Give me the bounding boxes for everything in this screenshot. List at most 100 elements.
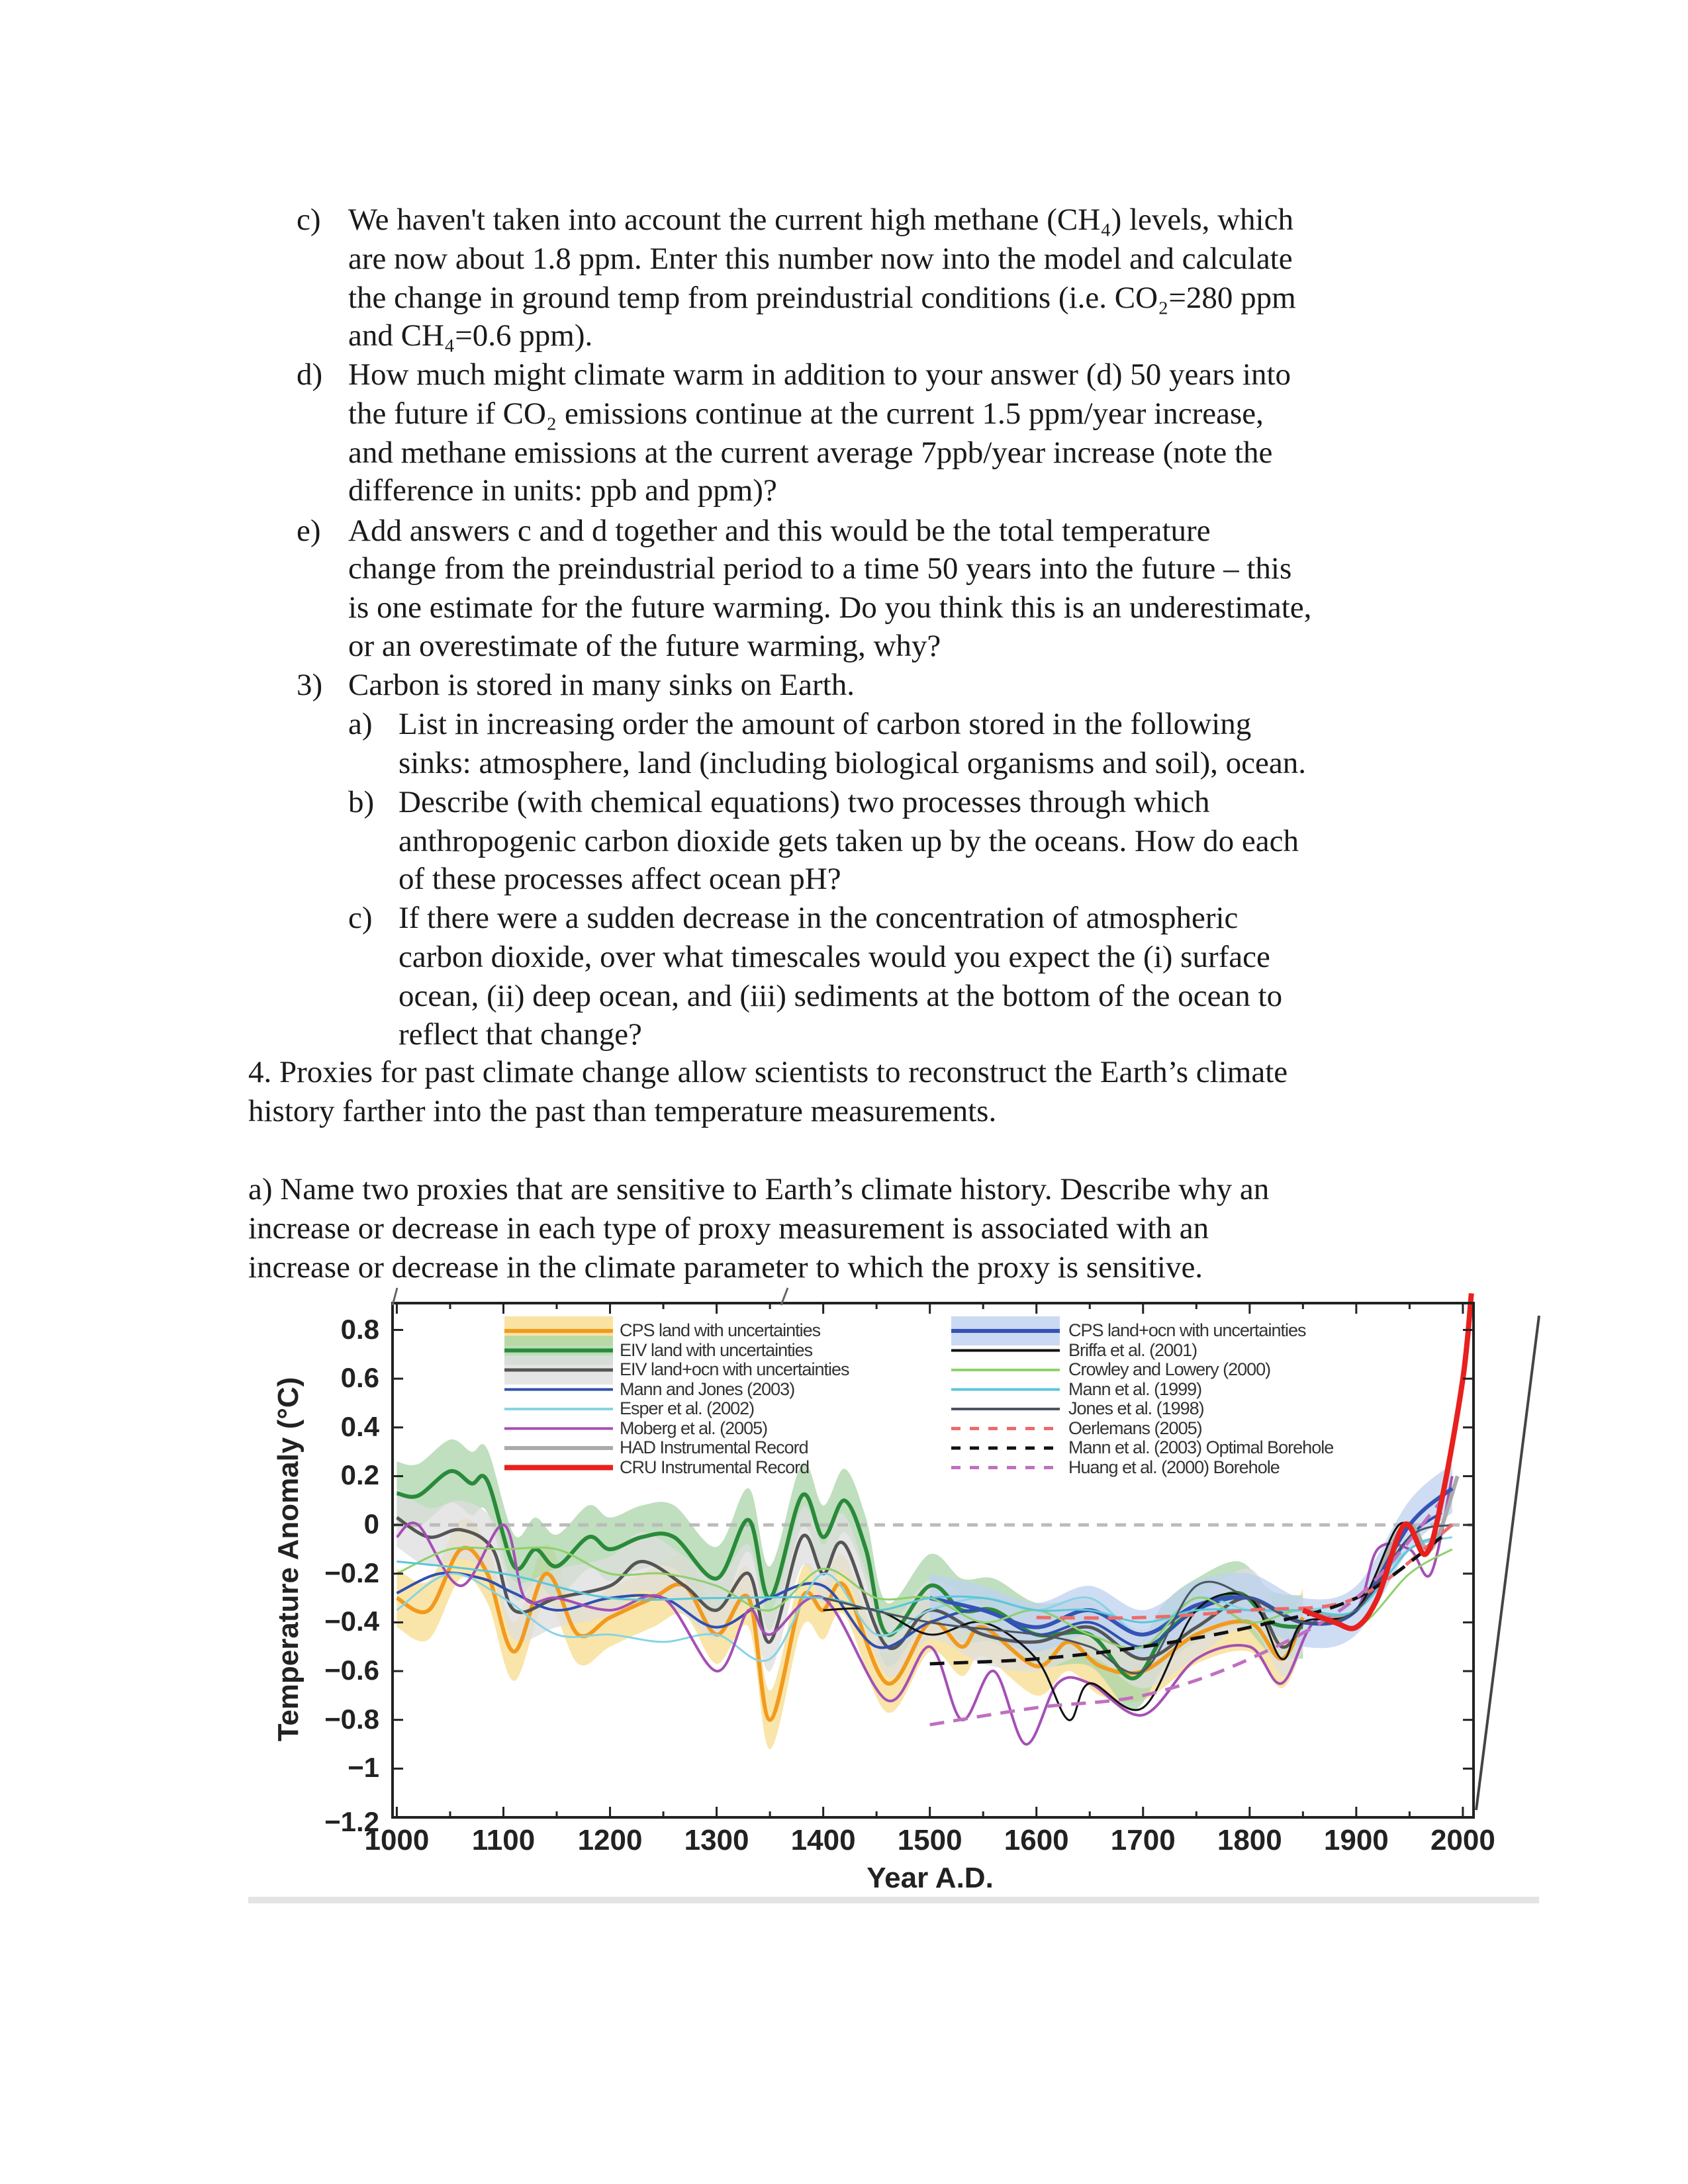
- series-line-5: [396, 1476, 1454, 1746]
- x-tick-label: 1800: [1217, 1824, 1282, 1856]
- y-tick-label: −1.2: [324, 1806, 379, 1837]
- series-line-1: [396, 1469, 1303, 1681]
- series-line-9: [823, 1522, 1421, 1721]
- legend-entry: Crowley and Lowery (2000): [1068, 1359, 1271, 1379]
- text-line: the change in ground temp from preindust…: [348, 281, 1296, 315]
- text-line: If there were a sudden decrease in the c…: [399, 901, 1239, 935]
- series-line-12: [823, 1524, 1453, 1674]
- text-line: sinks: atmosphere, land (including biolo…: [399, 746, 1307, 780]
- text-line: a) Name two proxies that are sensitive t…: [248, 1172, 1270, 1206]
- series-line-0: [395, 1545, 1305, 1722]
- series-line-10: [396, 1546, 1453, 1650]
- y-tick-label: 0.8: [340, 1313, 379, 1345]
- series-line-15: [929, 1499, 1443, 1727]
- y-tick-label: −1: [348, 1752, 379, 1784]
- legend-entry: Jones et al. (1998): [1068, 1398, 1205, 1418]
- item-label: d): [297, 357, 323, 392]
- legend-entry: Mann et al. (2003) Optimal Borehole: [1068, 1437, 1334, 1457]
- text-line: the future if CO₂ emissions continue at …: [348, 396, 1264, 431]
- uncertainty-band-0: [397, 1518, 1303, 1749]
- plot-background: [393, 1303, 1474, 1817]
- text-line: increase or decrease in the climate para…: [248, 1250, 1203, 1285]
- legend-entry: HAD Instrumental Record: [620, 1437, 809, 1457]
- series-line-2: [396, 1516, 1305, 1661]
- legend-entry: Mann and Jones (2003): [620, 1379, 795, 1399]
- text-line: How much might climate warm in addition …: [348, 357, 1291, 392]
- text-line: carbon dioxide, over what timescales wou…: [399, 940, 1270, 974]
- uncertainty-band-1: [397, 1439, 1303, 1710]
- text-line: of these processes affect ocean pH?: [399, 862, 841, 896]
- text-line: are now about 1.8 ppm. Enter this number…: [348, 242, 1293, 276]
- text-line: difference in units: ppb and ppm)?: [348, 473, 777, 508]
- item-label: c): [297, 203, 321, 237]
- item-label: e): [297, 514, 321, 548]
- text-line: Describe (with chemical equations) two p…: [399, 785, 1210, 819]
- legend-entry: Huang et al. (2000) Borehole: [1068, 1457, 1280, 1477]
- legend-band-swatch: [951, 1316, 1060, 1345]
- series-line-14: [929, 1535, 1443, 1666]
- legend-entry: CRU Instrumental Record: [620, 1457, 810, 1477]
- scan-mark: [780, 1287, 789, 1306]
- text-line: ocean, (ii) deep ocean, and (iii) sedime…: [399, 979, 1283, 1013]
- y-axis-title: Temperature Anomaly (°C): [272, 1377, 305, 1742]
- text-line: 4. Proxies for past climate change allow…: [248, 1055, 1288, 1089]
- scan-mark: [391, 1287, 399, 1306]
- text-line: is one estimate for the future warming. …: [348, 590, 1312, 625]
- y-tick-label: 0.4: [340, 1410, 379, 1442]
- legend-entry: EIV land with uncertainties: [620, 1340, 813, 1360]
- y-tick-label: 0.6: [340, 1362, 379, 1394]
- x-tick-label: 1200: [577, 1824, 643, 1856]
- y-tick-label: −0.8: [324, 1703, 379, 1735]
- text-line: anthropogenic carbon dioxide gets taken …: [399, 824, 1299, 858]
- series-line-8: [929, 1486, 1454, 1637]
- uncertainty-band-8: [929, 1464, 1452, 1659]
- text-line: Add answers c and d together and this wo…: [348, 514, 1211, 548]
- x-axis-title: Year A.D.: [867, 1862, 994, 1894]
- legend-entry: Mann et al. (1999): [1068, 1379, 1202, 1399]
- item-label: b): [348, 785, 375, 819]
- x-tick-label: 1100: [471, 1824, 536, 1856]
- legend-band-swatch: [504, 1316, 613, 1345]
- legend-entry: Esper et al. (2002): [620, 1398, 755, 1418]
- plot-frame: [391, 1302, 1475, 1819]
- item-label: 3): [297, 668, 323, 702]
- x-tick-label: 1500: [897, 1824, 962, 1856]
- series-line-11: [397, 1536, 1442, 1623]
- legend-entry: EIV land+ocn with uncertainties: [620, 1359, 849, 1379]
- scan-edge-line: [1475, 1315, 1540, 1811]
- text-line: reflect that change?: [399, 1017, 642, 1052]
- item-label: a): [348, 707, 373, 741]
- legend-entry: CPS land with uncertainties: [620, 1320, 821, 1340]
- x-tick-label: 2000: [1430, 1824, 1495, 1856]
- text-line: change from the preindustrial period to …: [348, 551, 1292, 586]
- x-tick-label: 1600: [1004, 1824, 1069, 1856]
- text-line: List in increasing order the amount of c…: [399, 707, 1252, 741]
- text-line: Carbon is stored in many sinks on Earth.: [348, 668, 855, 702]
- text-line: and methane emissions at the current ave…: [348, 435, 1273, 470]
- y-tick-label: −0.4: [324, 1606, 379, 1637]
- x-tick-label: 1700: [1110, 1824, 1176, 1856]
- text-line: history farther into the past than tempe…: [248, 1094, 997, 1128]
- x-tick-label: 1000: [364, 1824, 430, 1856]
- y-tick-label: 0.2: [340, 1459, 379, 1491]
- item-label: c): [348, 901, 373, 935]
- series-line-13: [1036, 1524, 1454, 1620]
- y-tick-label: −0.6: [324, 1655, 379, 1686]
- legend-entry: Oerlemans (2005): [1068, 1418, 1203, 1438]
- series-line-7: [1301, 1293, 1474, 1631]
- legend-band-swatch: [504, 1336, 613, 1365]
- uncertainty-band-2: [397, 1488, 1303, 1688]
- y-tick-label: 0: [363, 1508, 379, 1540]
- legend-entry: Briffa et al. (2001): [1068, 1340, 1197, 1360]
- legend-entry: CPS land+ocn with uncertainties: [1068, 1320, 1306, 1340]
- series-line-4: [396, 1536, 1453, 1662]
- text-line: and CH₄=0.6 ppm).: [348, 318, 593, 353]
- x-tick-label: 1300: [684, 1824, 749, 1856]
- page-divider: [248, 1897, 1539, 1903]
- series-line-3: [396, 1512, 1442, 1649]
- x-tick-label: 1400: [790, 1824, 856, 1856]
- text-line: increase or decrease in each type of pro…: [248, 1211, 1209, 1246]
- y-tick-label: −0.2: [324, 1557, 379, 1588]
- legend-band-swatch: [504, 1355, 613, 1385]
- text-line: or an overestimate of the future warming…: [348, 629, 941, 663]
